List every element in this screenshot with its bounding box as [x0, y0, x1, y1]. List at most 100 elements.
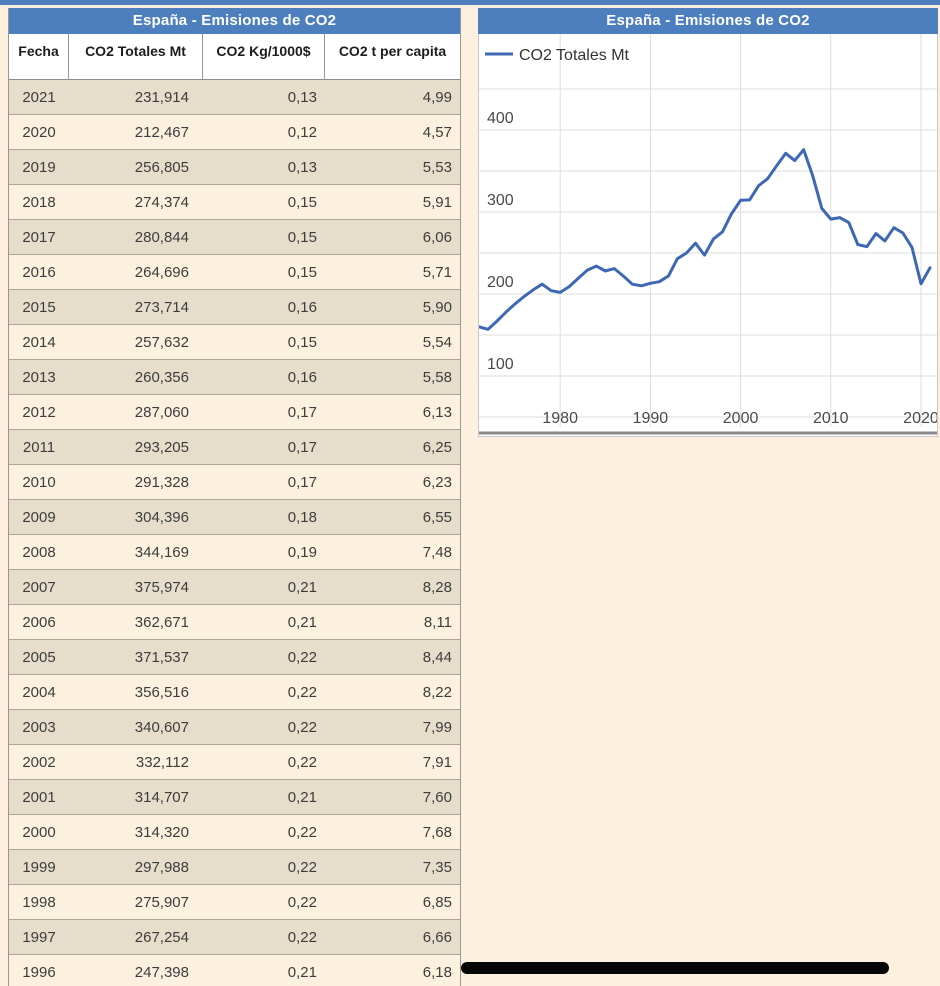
cell: 274,374 [134, 193, 189, 211]
table-row-2010: 2010 291,328 0,17 6,23 [9, 465, 460, 500]
cell: 7,60 [422, 788, 452, 806]
cell: 0,22 [287, 858, 317, 876]
table-row-2017: 2017 280,844 0,15 6,06 [9, 220, 460, 255]
table-row-2006: 2006 362,671 0,21 8,11 [9, 605, 460, 640]
cell: 0,17 [287, 473, 317, 491]
column-header-co2-per-capita: CO2 t per capita [338, 43, 447, 59]
emissions-chart-panel: España - Emisiones de CO2 100 200 300 400 19… [478, 8, 938, 437]
table-row-2019: 2019 256,805 0,13 5,53 [9, 150, 460, 185]
table-row-2013: 2013 260,356 0,16 5,58 [9, 360, 460, 395]
cell: 6,13 [422, 403, 452, 421]
table-row-2008: 2008 344,169 0,19 7,48 [9, 535, 460, 570]
x-tick-label: 2020 [903, 410, 937, 427]
cell: 2020 [22, 123, 56, 141]
table-row-2009: 2009 304,396 0,18 6,55 [9, 500, 460, 535]
x-tick-label: 2000 [723, 410, 759, 427]
cell: 2005 [22, 648, 56, 666]
cell: 1996 [22, 963, 56, 981]
cell: 2015 [22, 298, 56, 316]
table-row-1996: 1996 247,398 0,21 6,18 [9, 955, 460, 986]
cell: 1997 [22, 928, 56, 946]
cell: 0,21 [287, 613, 317, 631]
cell: 0,15 [287, 228, 317, 246]
cell: 2014 [22, 333, 56, 351]
cell: 0,21 [287, 578, 317, 596]
cell: 6,66 [422, 928, 452, 946]
table-row-2018: 2018 274,374 0,15 5,91 [9, 185, 460, 220]
cell: 247,398 [134, 963, 189, 981]
cell: 0,17 [287, 403, 317, 421]
top-blue-strip [0, 0, 940, 5]
horizontal-scrollbar-thumb[interactable] [461, 962, 889, 974]
table-row-2012: 2012 287,060 0,17 6,13 [9, 395, 460, 430]
cell: 7,48 [422, 543, 452, 561]
cell: 273,714 [134, 298, 189, 316]
legend-label: CO2 Totales Mt [519, 47, 630, 64]
cell: 344,169 [134, 543, 189, 561]
cell: 264,696 [134, 263, 189, 281]
cell: 0,21 [287, 788, 317, 806]
cell: 0,21 [287, 963, 317, 981]
cell: 0,12 [287, 123, 317, 141]
cell: 0,19 [287, 543, 317, 561]
cell: 5,53 [422, 158, 452, 176]
cell: 340,607 [134, 718, 189, 736]
cell: 0,18 [287, 508, 317, 526]
cell: 0,16 [287, 298, 317, 316]
cell: 5,90 [422, 298, 452, 316]
table-row-2007: 2007 375,974 0,21 8,28 [9, 570, 460, 605]
cell: 2010 [22, 473, 56, 491]
emissions-table-panel: España - Emisiones de CO2 Fecha CO2 Tota… [8, 8, 461, 986]
cell: 7,91 [422, 753, 452, 771]
cell: 267,254 [134, 928, 189, 946]
cell: 0,13 [287, 158, 317, 176]
cell: 0,22 [287, 683, 317, 701]
table-row-2021: 2021 231,914 0,13 4,99 [9, 80, 460, 115]
y-tick-label: 300 [487, 192, 514, 209]
cell: 8,22 [422, 683, 452, 701]
cell: 6,85 [422, 893, 452, 911]
cell: 2003 [22, 718, 56, 736]
cell: 7,35 [422, 858, 452, 876]
cell: 332,112 [135, 753, 189, 771]
chart-canvas: 100 200 300 400 1980 1990 2000 2010 2020 CO2 Tota… [479, 34, 937, 435]
table-row-2000: 2000 314,320 0,22 7,68 [9, 815, 460, 850]
table-row-1999: 1999 297,988 0,22 7,35 [9, 850, 460, 885]
table-row-1997: 1997 267,254 0,22 6,66 [9, 920, 460, 955]
cell: 2002 [22, 753, 56, 771]
cell: 371,537 [134, 648, 189, 666]
cell: 231,914 [134, 88, 189, 106]
cell: 257,632 [134, 333, 189, 351]
cell: 6,06 [422, 228, 452, 246]
cell: 280,844 [134, 228, 189, 246]
x-tick-label: 2010 [813, 410, 849, 427]
table-row-2020: 2020 212,467 0,12 4,57 [9, 115, 460, 150]
table-panel-title: España - Emisiones de CO2 [9, 8, 460, 34]
table-row-2004: 2004 356,516 0,22 8,22 [9, 675, 460, 710]
cell: 0,22 [287, 753, 317, 771]
cell: 2013 [22, 368, 56, 386]
cell: 2019 [22, 158, 56, 176]
cell: 6,23 [422, 473, 452, 491]
cell: 2016 [22, 263, 56, 281]
table-row-2002: 2002 332,112 0,22 7,91 [9, 745, 460, 780]
cell: 7,99 [422, 718, 452, 736]
table-body: 2021 231,914 0,13 4,99 2020 212,467 0,12 4,57 20… [9, 80, 460, 986]
cell: 291,328 [134, 473, 189, 491]
table-row-2011: 2011 293,205 0,17 6,25 [9, 430, 460, 465]
table-row-1998: 1998 275,907 0,22 6,85 [9, 885, 460, 920]
cell: 2012 [22, 403, 56, 421]
cell: 0,22 [287, 823, 317, 841]
table-row-2001: 2001 314,707 0,21 7,60 [9, 780, 460, 815]
cell: 8,28 [422, 578, 452, 596]
y-tick-label: 100 [487, 356, 514, 373]
cell: 0,22 [287, 928, 317, 946]
table-row-2005: 2005 371,537 0,22 8,44 [9, 640, 460, 675]
cell: 2000 [22, 823, 56, 841]
chart-panel-title: España - Emisiones de CO2 [478, 8, 938, 34]
table-row-2014: 2014 257,632 0,15 5,54 [9, 325, 460, 360]
cell: 297,988 [134, 858, 189, 876]
cell: 287,060 [134, 403, 189, 421]
cell: 4,99 [422, 88, 452, 106]
table-column-header: Fecha CO2 Totales Mt CO2 Kg/1000$ CO2 t … [9, 34, 460, 80]
